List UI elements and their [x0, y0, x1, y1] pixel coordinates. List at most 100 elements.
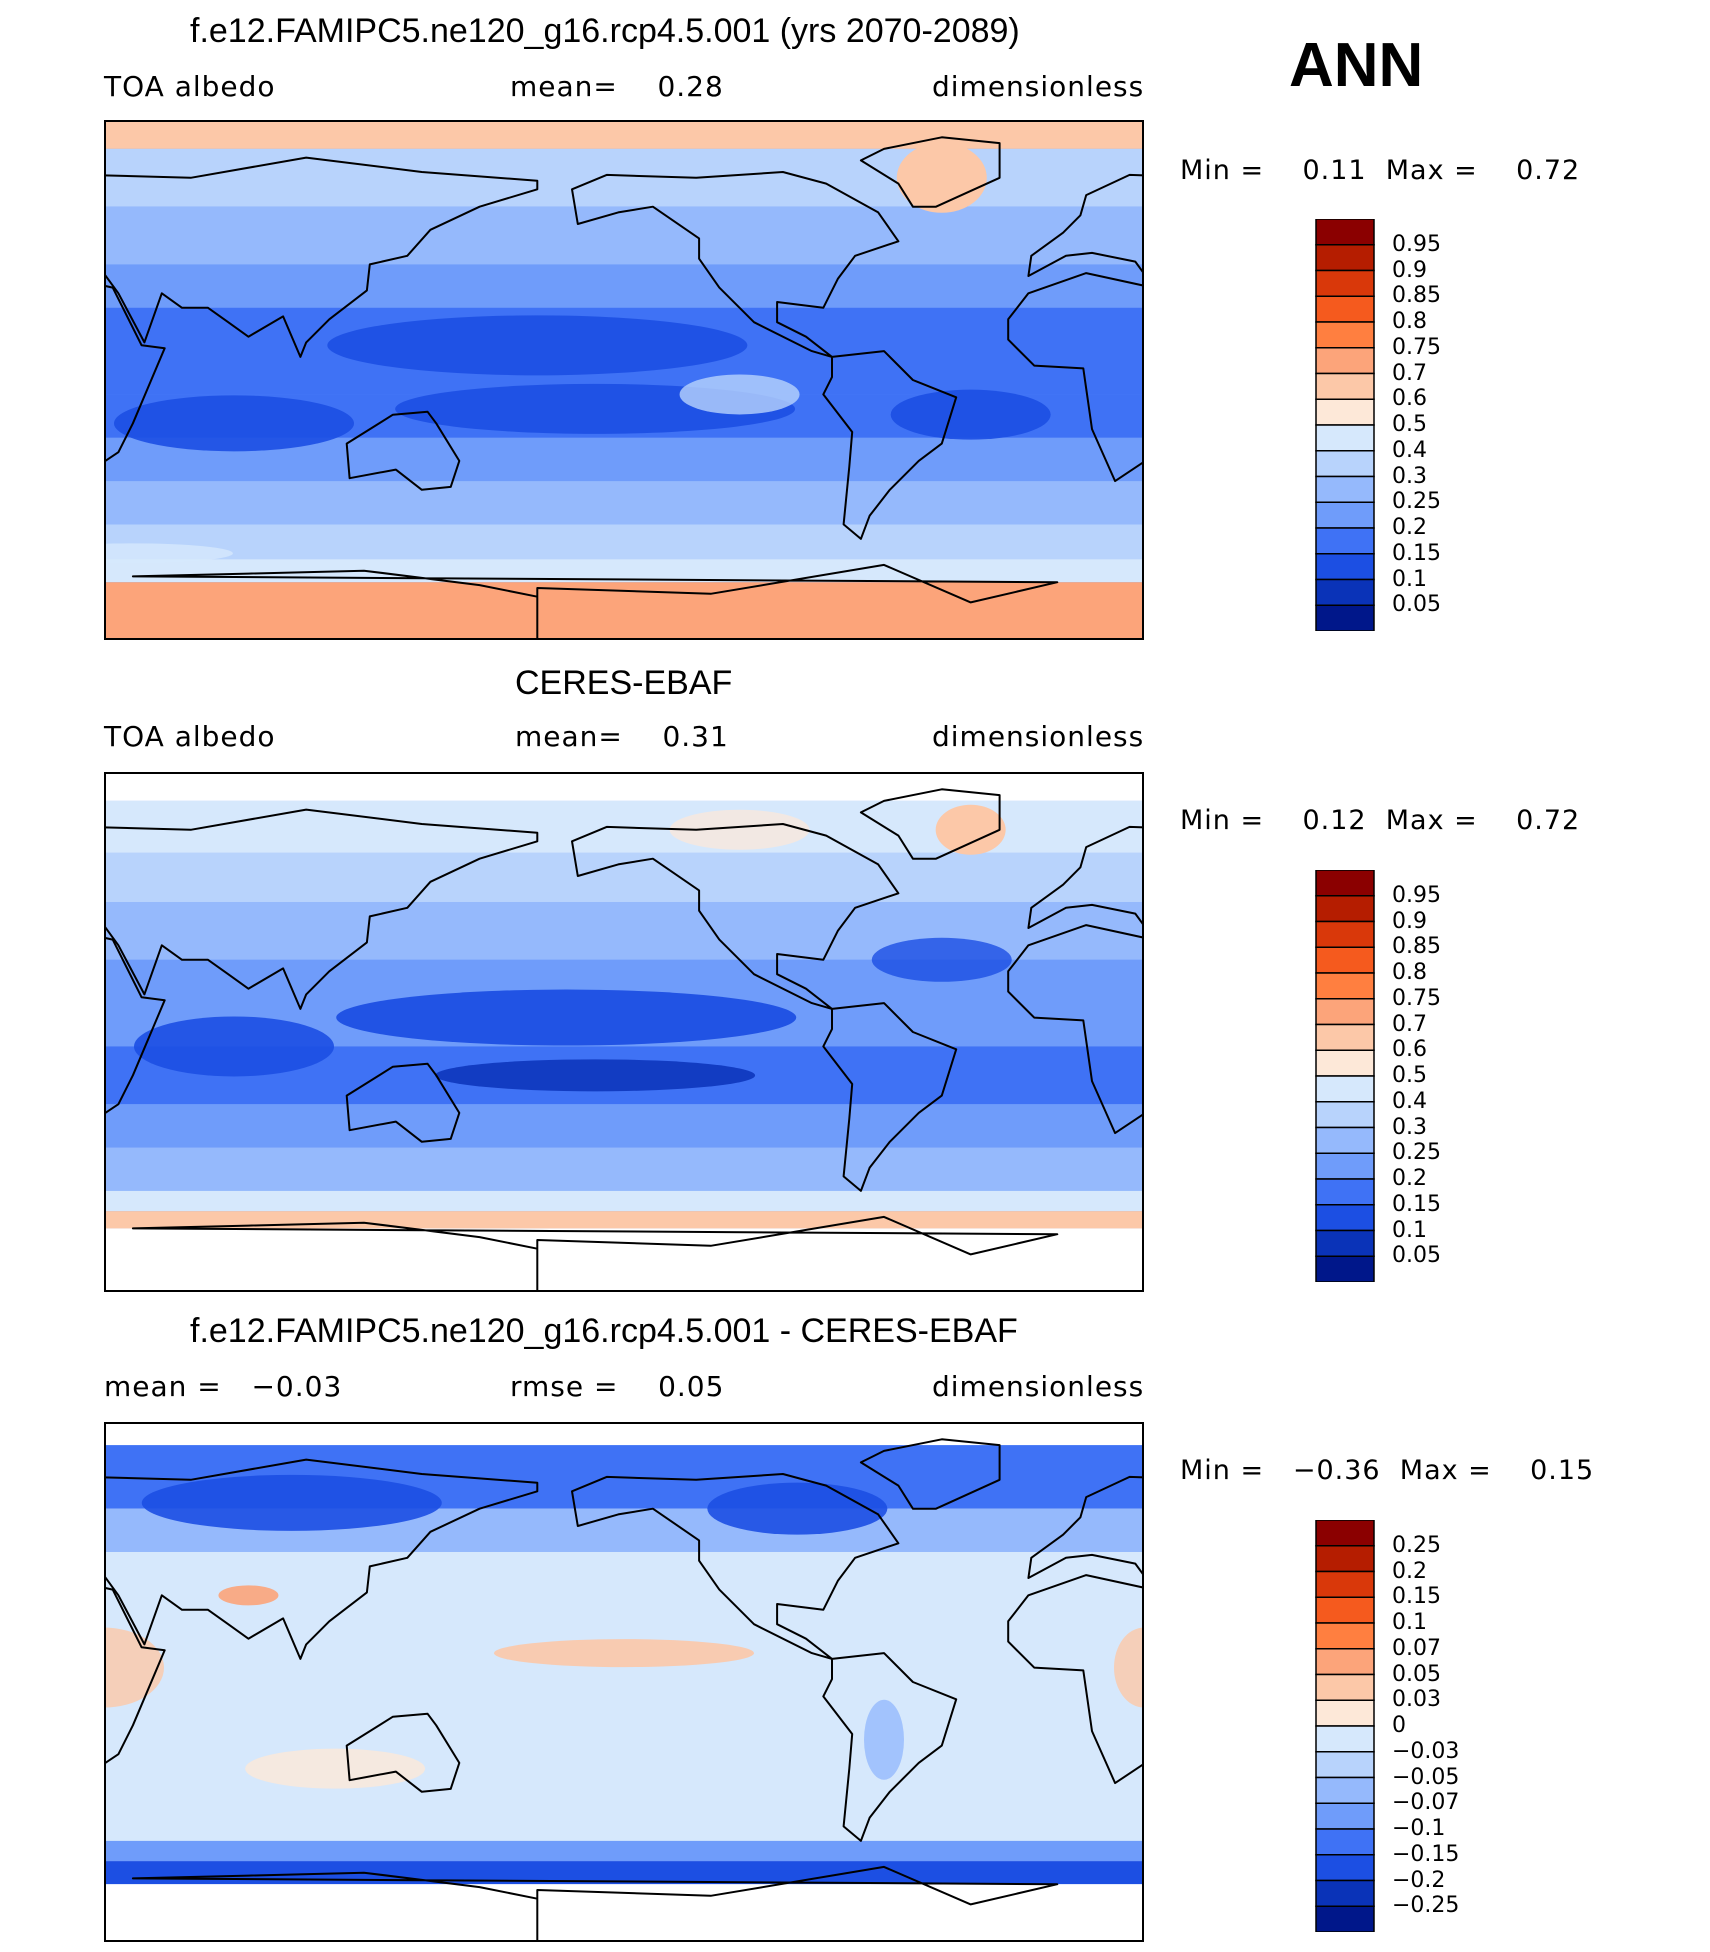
colorbar-swatch [1315, 1049, 1375, 1077]
colorbar-swatch [1315, 1255, 1375, 1282]
panel3-mean-label: mean = −0.03 [104, 1370, 343, 1403]
panel2-cbar-label: 0.05 [1392, 1243, 1441, 1269]
colorbar-swatch [1315, 1178, 1375, 1206]
panel3-title: f.e12.FAMIPC5.ne120_g16.rcp4.5.001 - CER… [190, 1312, 1018, 1350]
panel3-colorbar-labels: 0.25 0.2 0.15 0.1 0.07 0.05 0.03 0 −0.03… [1392, 1520, 1522, 1932]
colorbar-swatch [1315, 424, 1375, 452]
panel1-cbar-label: 0.3 [1392, 463, 1427, 489]
colorbar-swatch [1315, 998, 1375, 1026]
panel2-colorbar [1315, 870, 1375, 1282]
panel1-title: f.e12.FAMIPC5.ne120_g16.rcp4.5.001 (yrs … [190, 12, 1020, 50]
colorbar-swatch [1315, 1023, 1375, 1051]
panel2-variable-label: TOA albedo [104, 720, 276, 753]
colorbar-swatch [1315, 1520, 1375, 1547]
panel2-cbar-label: 0.75 [1392, 985, 1441, 1011]
panel3-map [104, 1422, 1144, 1942]
panel1-cbar-label: 0.9 [1392, 257, 1427, 283]
colorbar-swatch [1315, 1622, 1375, 1650]
panel3-cbar-label: −0.05 [1392, 1764, 1460, 1790]
colorbar-swatch [1315, 1648, 1375, 1676]
panel3-cbar-label: −0.07 [1392, 1790, 1460, 1816]
colorbar-swatch [1315, 1802, 1375, 1830]
colorbar-swatch [1315, 946, 1375, 974]
panel3-cbar-label: 0.1 [1392, 1610, 1427, 1635]
colorbar-swatch [1315, 1879, 1375, 1907]
colorbar-swatch [1315, 244, 1375, 272]
colorbar-swatch [1315, 1075, 1375, 1103]
colorbar-swatch [1315, 450, 1375, 478]
panel2-cbar-label: 0.7 [1392, 1011, 1427, 1037]
colorbar-swatch [1315, 1229, 1375, 1257]
panel2-cbar-label: 0.8 [1392, 960, 1427, 985]
panel1-cbar-label: 0.7 [1392, 360, 1427, 386]
panel2-cbar-label: 0.1 [1392, 1217, 1427, 1243]
panel1-cbar-label: 0.4 [1392, 437, 1427, 463]
panel2-cbar-label: 0.5 [1392, 1063, 1427, 1088]
panel2-cbar-label: 0.4 [1392, 1088, 1427, 1114]
colorbar-swatch [1315, 1725, 1375, 1753]
panel3-cbar-label: 0.05 [1392, 1661, 1441, 1687]
colorbar-swatch [1315, 527, 1375, 555]
colorbar-swatch [1315, 372, 1375, 400]
colorbar-swatch [1315, 321, 1375, 349]
panel1-cbar-label: 0.1 [1392, 566, 1427, 592]
colorbar-swatch [1315, 501, 1375, 529]
colorbar-swatch [1315, 1828, 1375, 1856]
panel1-map [104, 120, 1144, 640]
panel1-colorbar [1315, 219, 1375, 631]
colorbar-swatch [1315, 1570, 1375, 1598]
panel3-cbar-label: −0.2 [1392, 1867, 1446, 1893]
panel3-cbar-label: 0.07 [1392, 1635, 1441, 1661]
panel1-cbar-label: 0.85 [1392, 283, 1441, 309]
panel3-cbar-label: −0.15 [1392, 1841, 1460, 1867]
panel2-units-label: dimensionless [932, 720, 1145, 753]
panel2-colorbar-labels: 0.95 0.9 0.85 0.8 0.75 0.7 0.6 0.5 0.4 0… [1392, 870, 1512, 1282]
panel1-cbar-label: 0.8 [1392, 309, 1427, 334]
panel1-units-label: dimensionless [932, 70, 1145, 103]
panel1-cbar-label: 0.95 [1392, 231, 1441, 257]
panel1-variable-label: TOA albedo [104, 70, 276, 103]
panel3-cbar-label: 0 [1392, 1713, 1406, 1738]
panel2-cbar-label: 0.95 [1392, 882, 1441, 908]
panel3-cbar-label: −0.03 [1392, 1738, 1460, 1764]
colorbar-swatch [1315, 1152, 1375, 1180]
panel3-units-label: dimensionless [932, 1370, 1145, 1403]
panel3-cbar-label: 0.03 [1392, 1687, 1441, 1713]
panel1-cbar-label: 0.05 [1392, 592, 1441, 618]
colorbar-swatch [1315, 870, 1375, 897]
colorbar-swatch [1315, 1699, 1375, 1727]
colorbar-swatch [1315, 398, 1375, 426]
panel2-cbar-label: 0.9 [1392, 908, 1427, 934]
colorbar-swatch [1315, 1854, 1375, 1882]
colorbar-swatch [1315, 295, 1375, 323]
panel3-cbar-label: 0.25 [1392, 1532, 1441, 1558]
colorbar-swatch [1315, 972, 1375, 1000]
panel3-cbar-label: −0.1 [1392, 1816, 1446, 1841]
panel1-mean-label: mean= 0.28 [510, 70, 724, 103]
panel1-cbar-label: 0.5 [1392, 412, 1427, 437]
panel1-cbar-label: 0.6 [1392, 386, 1427, 412]
colorbar-swatch [1315, 1126, 1375, 1154]
panel2-cbar-label: 0.15 [1392, 1191, 1441, 1217]
panel3-cbar-label: 0.15 [1392, 1584, 1441, 1610]
panel1-cbar-label: 0.2 [1392, 515, 1427, 540]
colorbar-swatch [1315, 1751, 1375, 1779]
panel1-cbar-label: 0.75 [1392, 334, 1441, 360]
colorbar-swatch [1315, 1776, 1375, 1804]
panel3-rmse-label: rmse = 0.05 [510, 1370, 725, 1403]
panel3-cbar-label: 0.2 [1392, 1558, 1427, 1584]
panel3-cbar-label: −0.25 [1392, 1893, 1460, 1919]
panel2-minmax: Min = 0.12 Max = 0.72 [1180, 805, 1581, 836]
panel2-cbar-label: 0.85 [1392, 934, 1441, 960]
colorbar-swatch [1315, 578, 1375, 606]
colorbar-swatch [1315, 1204, 1375, 1232]
colorbar-swatch [1315, 1101, 1375, 1129]
panel1-cbar-label: 0.15 [1392, 540, 1441, 566]
panel3-colorbar [1315, 1520, 1375, 1932]
panel2-mean-label: mean= 0.31 [515, 720, 729, 753]
colorbar-swatch [1315, 895, 1375, 923]
panel1-colorbar-labels: 0.95 0.9 0.85 0.8 0.75 0.7 0.6 0.5 0.4 0… [1392, 219, 1512, 631]
season-label: ANN [1289, 31, 1424, 100]
panel2-map [104, 772, 1144, 1292]
colorbar-swatch [1315, 1545, 1375, 1573]
